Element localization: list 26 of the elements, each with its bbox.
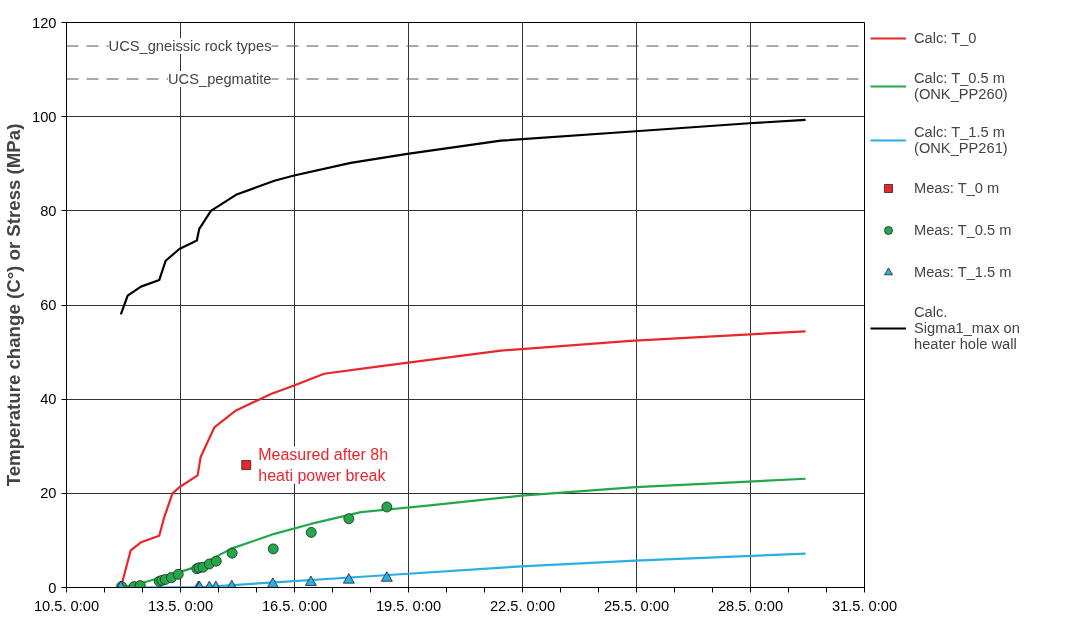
y-tick-label: 60 xyxy=(40,297,57,313)
x-tick-label: 10.5. 0:00 xyxy=(33,597,100,614)
y-tick-label: 0 xyxy=(48,579,57,596)
y-tick-label: 20 xyxy=(40,485,57,502)
y-tick-label: 40 xyxy=(40,391,57,408)
x-tick-label: 13.5. 0:00 xyxy=(147,597,214,614)
legend-label: Meas: T_1.5 m xyxy=(914,263,1012,282)
y-axis-title: Temperature change (C°) or Stress (MPa) xyxy=(3,123,25,487)
y-tick-label: 80 xyxy=(40,202,57,219)
x-tick-label: 28.5. 0:00 xyxy=(717,597,784,614)
x-tick-label: 16.5. 0:00 xyxy=(261,597,328,614)
legend-label: Meas: T_0.5 m xyxy=(914,221,1012,240)
ref-line-label: UCS_pegmatite xyxy=(168,71,272,87)
y-tick-label: 100 xyxy=(32,108,57,125)
y-tick-label: 120 xyxy=(32,14,57,31)
legend-label: Calc: T_1.5 m (ONK_PP261) xyxy=(914,124,1008,156)
x-tick-label: 25.5. 0:00 xyxy=(603,597,670,614)
legend-label: Calc: T_0 xyxy=(914,29,977,48)
legend-label: Meas: T_0 m xyxy=(914,179,1000,198)
ref-line-label: UCS_gneissic rock types xyxy=(108,38,272,55)
legend-label: Calc: T_0.5 m (ONK_PP260) xyxy=(914,70,1008,102)
x-tick-label: 22.5. 0:00 xyxy=(489,597,556,614)
x-tick-label: 19.5. 0:00 xyxy=(375,597,442,614)
legend-label: Calc. Sigma1_max on heater hole wall xyxy=(914,304,1020,352)
x-tick-label: 31.5. 0:00 xyxy=(831,597,898,614)
annotation: Measured after 8h heati power break xyxy=(258,446,389,484)
